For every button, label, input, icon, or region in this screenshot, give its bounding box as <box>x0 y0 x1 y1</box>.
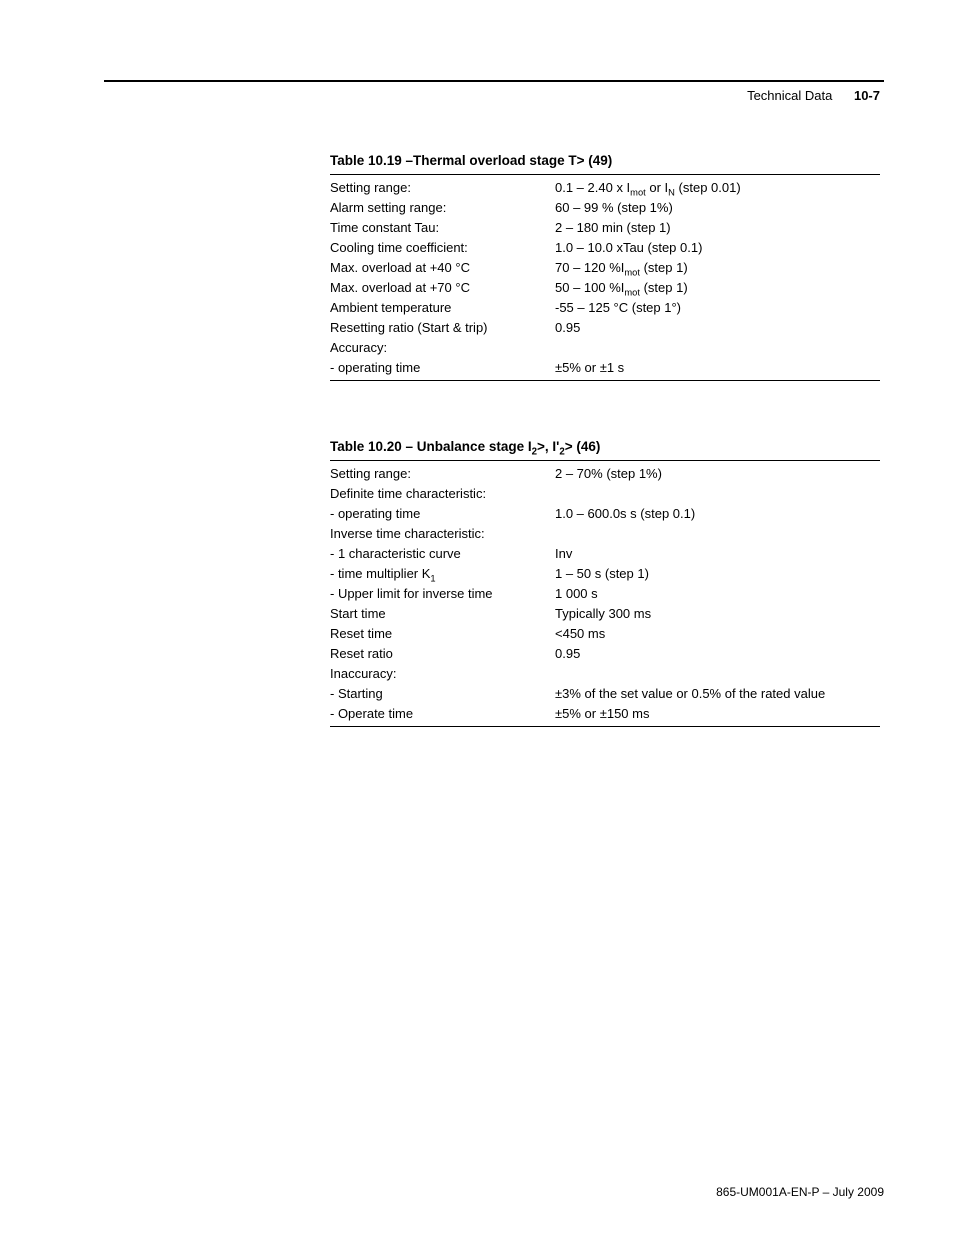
tables-region: Table 10.19 –Thermal overload stage T> (… <box>100 153 884 727</box>
spec-label: - Operate time <box>330 704 555 727</box>
table-row: Max. overload at +40 °C70 – 120 %Imot (s… <box>330 258 880 278</box>
spec-label: Time constant Tau: <box>330 218 555 238</box>
spec-value: 1 – 50 s (step 1) <box>555 564 880 584</box>
table-row: Setting range:0.1 – 2.40 x Imot or IN (s… <box>330 175 880 198</box>
spec-value: 2 – 180 min (step 1) <box>555 218 880 238</box>
spec-value: 0.1 – 2.40 x Imot or IN (step 0.01) <box>555 175 880 198</box>
page-number: 10-7 <box>854 88 880 103</box>
table-row: Reset time<450 ms <box>330 624 880 644</box>
spec-label: - time multiplier K1 <box>330 564 555 584</box>
spec-label: Inverse time characteristic: <box>330 524 555 544</box>
table-row: Reset ratio0.95 <box>330 644 880 664</box>
spec-value: 0.95 <box>555 644 880 664</box>
spec-value <box>555 338 880 358</box>
spec-value: 1 000 s <box>555 584 880 604</box>
spec-value: <450 ms <box>555 624 880 644</box>
table-row: Inverse time characteristic: <box>330 524 880 544</box>
spec-value: 2 – 70% (step 1%) <box>555 461 880 484</box>
spec-value: ±5% or ±150 ms <box>555 704 880 727</box>
spec-label: - 1 characteristic curve <box>330 544 555 564</box>
spec-value: 1.0 – 600.0s s (step 0.1) <box>555 504 880 524</box>
spec-label: Reset ratio <box>330 644 555 664</box>
spec-table: Setting range:0.1 – 2.40 x Imot or IN (s… <box>330 174 880 381</box>
spec-value <box>555 484 880 504</box>
spec-label: Cooling time coefficient: <box>330 238 555 258</box>
spec-value: Typically 300 ms <box>555 604 880 624</box>
table-row: - Starting±3% of the set value or 0.5% o… <box>330 684 880 704</box>
spec-label: - operating time <box>330 504 555 524</box>
table-row: - operating time±5% or ±1 s <box>330 358 880 381</box>
page-footer: 865-UM001A-EN-P – July 2009 <box>716 1185 884 1199</box>
table-row: Cooling time coefficient:1.0 – 10.0 xTau… <box>330 238 880 258</box>
table-row: Definite time characteristic: <box>330 484 880 504</box>
spec-label: Max. overload at +70 °C <box>330 278 555 298</box>
table-row: Accuracy: <box>330 338 880 358</box>
spec-value <box>555 524 880 544</box>
table-title: Table 10.19 –Thermal overload stage T> (… <box>330 153 884 168</box>
spec-label: Ambient temperature <box>330 298 555 318</box>
spec-table-block: Table 10.19 –Thermal overload stage T> (… <box>330 153 884 381</box>
spec-value: 50 – 100 %Imot (step 1) <box>555 278 880 298</box>
section-title: Technical Data <box>747 88 832 103</box>
spec-table: Setting range:2 – 70% (step 1%)Definite … <box>330 460 880 727</box>
spec-label: Reset time <box>330 624 555 644</box>
spec-label: Resetting ratio (Start & trip) <box>330 318 555 338</box>
table-row: - operating time1.0 – 600.0s s (step 0.1… <box>330 504 880 524</box>
table-row: Max. overload at +70 °C50 – 100 %Imot (s… <box>330 278 880 298</box>
table-row: Resetting ratio (Start & trip)0.95 <box>330 318 880 338</box>
spec-label: Inaccuracy: <box>330 664 555 684</box>
spec-value: 1.0 – 10.0 xTau (step 0.1) <box>555 238 880 258</box>
page-header: Technical Data 10-7 <box>100 88 884 103</box>
table-row: Alarm setting range:60 – 99 % (step 1%) <box>330 198 880 218</box>
spec-label: - Upper limit for inverse time <box>330 584 555 604</box>
spec-value: 0.95 <box>555 318 880 338</box>
spec-value: ±3% of the set value or 0.5% of the rate… <box>555 684 880 704</box>
table-row: - Upper limit for inverse time1 000 s <box>330 584 880 604</box>
table-row: - 1 characteristic curveInv <box>330 544 880 564</box>
table-row: Ambient temperature-55 – 125 °C (step 1°… <box>330 298 880 318</box>
table-title: Table 10.20 – Unbalance stage I2>, I'2> … <box>330 439 884 454</box>
table-row: Time constant Tau:2 – 180 min (step 1) <box>330 218 880 238</box>
spec-label: Setting range: <box>330 175 555 198</box>
spec-value: 70 – 120 %Imot (step 1) <box>555 258 880 278</box>
table-row: Setting range:2 – 70% (step 1%) <box>330 461 880 484</box>
spec-label: Start time <box>330 604 555 624</box>
spec-value: ±5% or ±1 s <box>555 358 880 381</box>
spec-value: 60 – 99 % (step 1%) <box>555 198 880 218</box>
spec-value: Inv <box>555 544 880 564</box>
spec-label: Alarm setting range: <box>330 198 555 218</box>
spec-label: - operating time <box>330 358 555 381</box>
header-rule <box>104 80 884 82</box>
table-row: - time multiplier K11 – 50 s (step 1) <box>330 564 880 584</box>
spec-table-block: Table 10.20 – Unbalance stage I2>, I'2> … <box>330 439 884 727</box>
spec-value: -55 – 125 °C (step 1°) <box>555 298 880 318</box>
spec-label: - Starting <box>330 684 555 704</box>
table-row: - Operate time±5% or ±150 ms <box>330 704 880 727</box>
spec-label: Definite time characteristic: <box>330 484 555 504</box>
spec-value <box>555 664 880 684</box>
table-row: Inaccuracy: <box>330 664 880 684</box>
page-container: Technical Data 10-7 Table 10.19 –Thermal… <box>0 0 954 1235</box>
spec-label: Accuracy: <box>330 338 555 358</box>
spec-label: Max. overload at +40 °C <box>330 258 555 278</box>
spec-label: Setting range: <box>330 461 555 484</box>
table-row: Start timeTypically 300 ms <box>330 604 880 624</box>
